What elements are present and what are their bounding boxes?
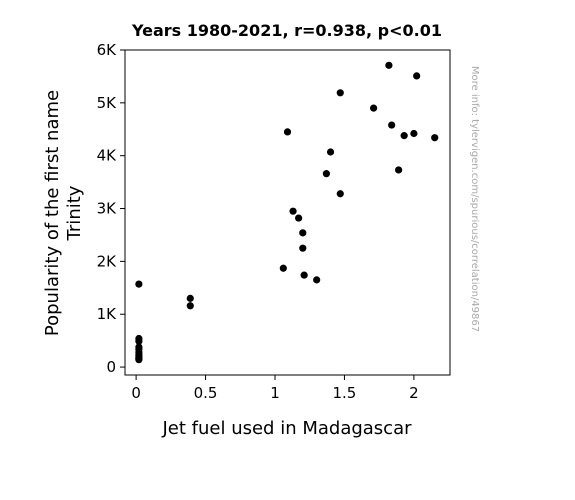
- data-point: [299, 229, 307, 237]
- data-point: [326, 148, 335, 156]
- data-point: [388, 121, 396, 129]
- data-point: [135, 356, 143, 364]
- data-point: [289, 207, 297, 215]
- data-point: [336, 89, 344, 97]
- x-axis-label: Jet fuel used in Madagascar: [161, 418, 412, 439]
- data-point: [300, 271, 308, 279]
- y-axis-label-line-1: Popularity of the first name: [42, 90, 63, 336]
- y-axis-label-line-2: Trinity: [64, 185, 85, 241]
- data-point: [385, 61, 393, 69]
- data-point: [186, 302, 194, 310]
- data-point: [283, 128, 292, 136]
- data-point: [370, 104, 378, 112]
- y-tick-label: 0: [106, 358, 116, 376]
- data-point: [413, 72, 421, 80]
- plot-area: [124, 49, 451, 376]
- x-tick-label: 1: [270, 384, 280, 402]
- source-watermark: More info: tylervigen.com/spurious/corre…: [469, 66, 480, 332]
- x-axis: 0 0.5 1 1.5 2: [131, 375, 419, 402]
- x-tick-label: 2: [409, 384, 419, 402]
- data-point: [186, 294, 194, 302]
- x-tick-label: 1.5: [333, 384, 357, 402]
- y-tick-label: 3K: [97, 200, 118, 218]
- data-point: [395, 166, 403, 174]
- data-point: [400, 132, 408, 140]
- chart-title: Years 1980-2021, r=0.938, p<0.01: [131, 21, 442, 40]
- data-points: [135, 61, 439, 364]
- y-tick-label: 1K: [97, 305, 118, 323]
- y-tick-label: 6K: [97, 41, 118, 59]
- data-point: [135, 280, 143, 288]
- x-tick-label: 0: [131, 384, 141, 402]
- x-tick-label: 0.5: [194, 384, 218, 402]
- y-tick-label: 5K: [97, 94, 118, 112]
- data-point: [322, 170, 330, 178]
- data-point: [135, 337, 143, 345]
- data-point: [299, 244, 307, 252]
- data-point: [279, 264, 287, 272]
- data-point: [431, 134, 439, 142]
- y-tick-label: 2K: [97, 252, 118, 270]
- y-tick-label: 4K: [97, 147, 118, 165]
- y-axis: 0 1K 2K 3K 4K 5K 6K: [97, 41, 125, 376]
- data-point: [313, 276, 321, 284]
- data-point: [410, 129, 418, 138]
- data-point: [336, 190, 344, 198]
- data-point: [295, 214, 303, 222]
